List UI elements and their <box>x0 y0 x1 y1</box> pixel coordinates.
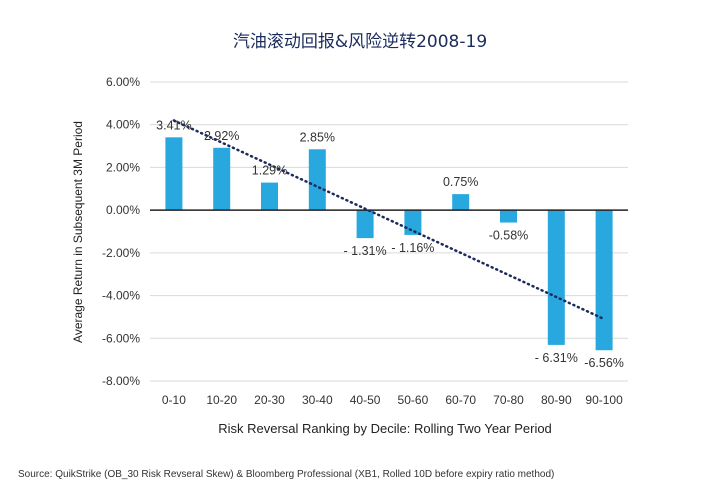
source-note: Source: QuikStrike (OB_30 Risk Revseral … <box>18 469 554 480</box>
data-label: -0.58% <box>489 229 529 243</box>
y-tick-label: -4.00% <box>102 289 140 303</box>
x-tick-label: 80-90 <box>541 393 572 407</box>
data-label: - 1.16% <box>391 241 434 255</box>
trend-line <box>172 119 606 321</box>
data-label: 2.85% <box>300 130 335 144</box>
data-label: 2.92% <box>204 129 239 143</box>
x-tick-label: 10-20 <box>206 393 237 407</box>
x-axis-ticks: 0-10 10-20 20-30 30-40 40-50 50-60 60-70 70-80 8… <box>162 393 623 407</box>
y-tick-label: 4.00% <box>106 118 140 132</box>
y-tick-label: 0.00% <box>106 203 140 217</box>
data-label: 3.41% <box>156 118 191 132</box>
bar-80-90 <box>547 210 565 345</box>
data-label: 0.75% <box>443 175 478 189</box>
bar-20-30 <box>261 182 278 211</box>
x-tick-label: 50-60 <box>398 393 429 407</box>
data-label: -6.56% <box>584 356 624 370</box>
chart-title: 汽油滚动回报&风险逆转2008-19 <box>233 32 487 52</box>
x-tick-label: 70-80 <box>493 393 524 407</box>
x-tick-label: 90-100 <box>585 393 623 407</box>
bar-40-50 <box>356 210 374 239</box>
x-tick-label: 40-50 <box>350 393 381 407</box>
bar-70-80 <box>500 210 517 223</box>
y-tick-label: 2.00% <box>106 160 140 174</box>
y-axis-label: Average Return in Subsequent 3M Period <box>71 121 85 343</box>
data-label: - 6.31% <box>535 351 578 365</box>
y-tick-label: -2.00% <box>102 246 140 260</box>
bars <box>165 137 613 351</box>
y-tick-label: -6.00% <box>102 331 140 345</box>
bar-50-60 <box>404 210 422 235</box>
x-axis-label: Risk Reversal Ranking by Decile: Rolling… <box>218 421 552 436</box>
bar-90-100 <box>595 210 613 351</box>
bar-60-70 <box>452 194 470 211</box>
x-tick-label: 0-10 <box>162 393 186 407</box>
bar-0-10 <box>165 137 183 211</box>
x-tick-label: 60-70 <box>445 393 476 407</box>
data-labels: 3.41% 2.92% 1.29% 2.85% - 1.31% - 1.16% 0.75% -… <box>156 118 624 370</box>
y-tick-label: -8.00% <box>102 374 140 388</box>
bar-30-40 <box>308 149 326 211</box>
data-label: 1.29% <box>252 164 287 178</box>
y-axis-ticks: 6.00% 4.00% 2.00% 0.00% -2.00% -4.00% -6.00% -8… <box>102 75 140 388</box>
y-tick-label: 6.00% <box>106 75 140 89</box>
x-tick-label: 20-30 <box>254 393 285 407</box>
x-tick-label: 30-40 <box>302 393 333 407</box>
bar-10-20 <box>213 147 231 211</box>
data-label: - 1.31% <box>344 244 387 258</box>
